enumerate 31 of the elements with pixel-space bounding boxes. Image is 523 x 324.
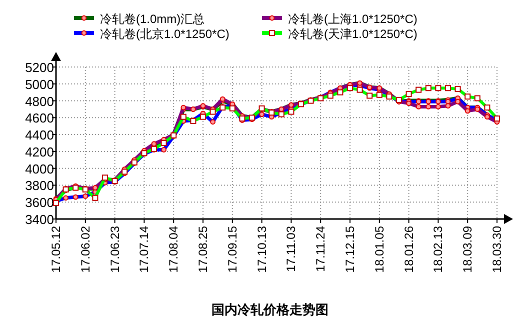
x-tick-label: 18.01.05	[372, 226, 386, 273]
legend-label: 冷轧卷(上海1.0*1250*C)	[288, 12, 418, 26]
y-tick-label: 4000	[25, 161, 54, 176]
x-tick-label: 17.11.03	[284, 226, 298, 272]
x-tick-label: 18.03.09	[460, 226, 475, 273]
x-tick-label: 17.10.13	[254, 226, 269, 273]
x-tick-label: 17.08.25	[196, 226, 210, 273]
y-tick-label: 4600	[25, 110, 54, 126]
legend-label: 冷轧卷(北京1.0*1250*C)	[100, 27, 230, 41]
x-tick-label: 17.08.04	[166, 226, 181, 273]
x-tick-label: 17.09.15	[225, 226, 240, 273]
x-tick-label: 18.01.26	[402, 226, 416, 273]
x-tick-label: 17.05.12	[49, 226, 63, 273]
x-tick-label: 17.06.02	[78, 226, 92, 273]
x-tick-label: 17.07.14	[137, 226, 152, 273]
y-tick-label: 4400	[25, 128, 54, 143]
x-tick-label: 17.12.15	[343, 226, 357, 273]
x-tick-label: 17.11.24	[314, 226, 328, 272]
x-tick-label: 17.06.23	[108, 226, 122, 273]
y-tick-label: 5200	[25, 60, 54, 75]
y-tick-label: 4200	[25, 144, 54, 160]
text: 国内冷轧价格走势图	[212, 302, 328, 317]
legend-label: 冷轧卷(天津1.0*1250*C)	[288, 27, 418, 41]
y-tick-label: 3800	[25, 178, 54, 194]
x-tick-label: 18.03.30	[490, 226, 504, 273]
y-tick-label: 4800	[25, 94, 54, 109]
x-tick-label: 18.02.13	[431, 226, 446, 273]
y-tick-label: 5000	[25, 76, 54, 92]
legend-label: 冷轧卷(1.0mm)汇总	[100, 12, 205, 26]
y-tick-label: 3400	[25, 212, 54, 227]
y-tick-label: 3600	[25, 195, 54, 210]
